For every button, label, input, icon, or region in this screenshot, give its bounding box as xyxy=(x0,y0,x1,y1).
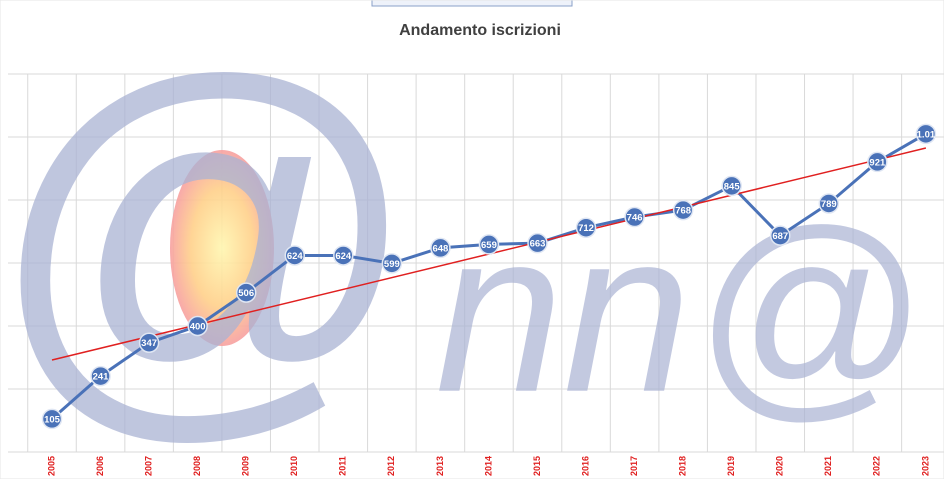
data-point xyxy=(284,245,305,266)
x-tick-label: 2023 xyxy=(920,456,930,476)
x-tick-label: 2015 xyxy=(532,456,542,476)
data-point xyxy=(333,245,354,266)
x-tick-label: 2019 xyxy=(726,456,736,476)
data-label: 768 xyxy=(675,206,691,217)
x-tick-label: 2014 xyxy=(483,456,493,476)
watermark: @ xyxy=(0,0,423,476)
x-tick-label: 2020 xyxy=(775,456,785,476)
watermark: nn@ xyxy=(435,183,924,440)
data-label: 712 xyxy=(578,223,594,234)
data-point xyxy=(478,234,500,255)
x-tick-label: 2010 xyxy=(289,456,299,476)
data-point xyxy=(672,199,694,221)
chart-title: Andamento iscrizioni xyxy=(399,22,561,39)
legend-box xyxy=(371,0,573,7)
data-label: 599 xyxy=(384,259,400,270)
data-point xyxy=(624,206,645,228)
data-label: 506 xyxy=(238,288,254,299)
x-tick-label: 2016 xyxy=(580,456,590,476)
data-label: 347 xyxy=(141,338,157,349)
data-label: 241 xyxy=(93,372,110,383)
data-point xyxy=(138,332,160,353)
x-tick-label: 2009 xyxy=(241,456,251,476)
data-point xyxy=(90,365,111,387)
x-tick-label: 2008 xyxy=(192,456,202,476)
data-label: 687 xyxy=(772,231,788,242)
data-point xyxy=(575,217,597,238)
data-label: 105 xyxy=(44,414,61,425)
x-tick-label: 2017 xyxy=(629,456,639,476)
data-label: 663 xyxy=(530,239,546,250)
data-point xyxy=(527,232,548,254)
x-tick-label: 2018 xyxy=(678,456,688,476)
x-tick-label: 2022 xyxy=(872,456,882,476)
x-tick-label: 2013 xyxy=(435,456,445,476)
data-point xyxy=(915,123,937,145)
data-point xyxy=(41,408,63,430)
data-label: 746 xyxy=(627,213,643,224)
data-label: 624 xyxy=(287,251,304,262)
data-label: 400 xyxy=(190,322,206,333)
data-label: 789 xyxy=(821,199,837,210)
data-point xyxy=(770,225,791,246)
data-label: 921 xyxy=(869,157,886,168)
data-label: 659 xyxy=(481,240,497,251)
data-label: 624 xyxy=(335,251,352,262)
data-point xyxy=(721,175,742,197)
data-label: 1.01 xyxy=(917,129,936,140)
data-label: 845 xyxy=(724,181,741,192)
plot: 105 241 347 400 506 624 624 599 648 659 663 712 746 7… xyxy=(41,123,937,430)
data-point xyxy=(187,315,208,337)
data-point xyxy=(867,151,888,173)
data-point xyxy=(430,237,451,259)
x-tick-label: 2012 xyxy=(386,456,396,476)
data-point xyxy=(818,193,840,214)
x-tick-label: 2007 xyxy=(143,456,153,476)
x-tick-label: 2005 xyxy=(46,456,56,476)
x-tick-label: 2021 xyxy=(823,456,833,476)
data-point xyxy=(235,282,257,303)
data-point xyxy=(381,253,403,274)
data-label: 648 xyxy=(432,243,448,254)
x-tick-label: 2006 xyxy=(95,456,105,476)
x-tick-label: 2011 xyxy=(338,456,348,476)
